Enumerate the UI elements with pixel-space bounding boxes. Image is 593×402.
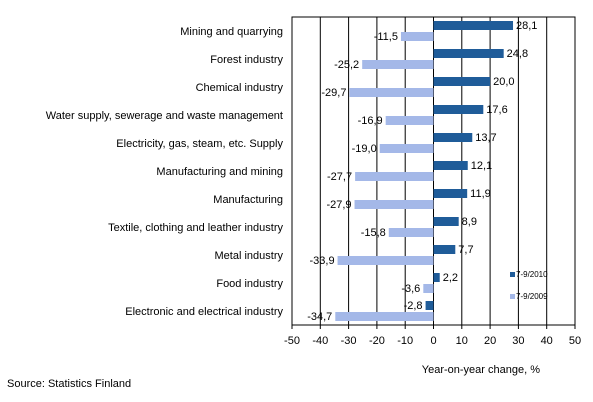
category-label: Water supply, sewerage and waste managem… (46, 110, 283, 122)
bar-2010 (433, 133, 473, 142)
bar-2010 (433, 245, 456, 254)
bar-2009 (362, 60, 434, 69)
category-labels: Mining and quarrying Forest industry Chemi… (46, 26, 284, 318)
x-tick-label: -30 (341, 335, 357, 347)
value-label-2009: -19,0 (352, 143, 377, 155)
value-label-2009: -11,5 (374, 31, 398, 43)
value-label-2009: -29,7 (321, 87, 346, 99)
bar-2009 (379, 144, 434, 153)
x-tick-label: -40 (312, 335, 328, 347)
bar-2010 (433, 21, 514, 30)
bar-2010 (433, 189, 468, 198)
value-label-2009: -27,7 (327, 171, 352, 183)
x-tick-label: -50 (284, 335, 300, 347)
bar-2010 (425, 301, 434, 310)
bar-2010 (433, 77, 491, 86)
value-label-2009: -33,9 (309, 255, 334, 267)
category-label: Manufacturing and mining (156, 166, 283, 178)
value-label-2010: 17,6 (486, 104, 507, 116)
value-label-2009: -3,6 (401, 283, 420, 295)
category-label: Manufacturing (213, 194, 283, 206)
category-label: Electronic and electrical industry (125, 306, 283, 318)
bar-2009 (385, 116, 434, 125)
value-label-2009: -16,9 (358, 115, 383, 127)
bar-2009 (337, 256, 434, 265)
category-label: Chemical industry (196, 82, 284, 94)
x-axis-title: Year-on-year change, % (422, 364, 540, 376)
category-label: Electricity, gas, steam, etc. Supply (116, 138, 283, 150)
bar-2010 (433, 105, 484, 114)
x-tick-label: 10 (456, 335, 468, 347)
value-label-2009: -34,7 (307, 311, 332, 323)
category-label: Forest industry (210, 54, 283, 66)
category-label: Textile, clothing and leather industry (108, 222, 283, 234)
legend-label: 7-9/2009 (516, 292, 548, 301)
value-label-2010: 11,9 (470, 188, 491, 200)
bar-2010 (433, 161, 468, 170)
value-labels: 28,1 -11,5 24,8 -25,2 20,0 -29,7 17,6 -16,9 13,7… (307, 20, 537, 323)
value-label-2009: -27,9 (326, 199, 351, 211)
bar-2010 (433, 49, 504, 58)
value-label-2009: -15,8 (361, 227, 386, 239)
x-tick-label: 40 (541, 335, 553, 347)
legend-swatch (510, 294, 515, 299)
x-tick-label: 0 (430, 335, 436, 347)
category-label: Mining and quarrying (180, 26, 283, 38)
bar-2010 (433, 273, 440, 282)
legend-swatch (510, 272, 515, 277)
legend: 7-9/2010 7-9/2009 (510, 270, 548, 301)
bar-2009 (423, 284, 434, 293)
value-label-2010: 20,0 (493, 76, 514, 88)
value-label-2010: 28,1 (516, 20, 537, 32)
category-label: Food industry (216, 278, 283, 290)
value-label-2010: 12,1 (471, 160, 492, 172)
x-tick-label: -10 (397, 335, 413, 347)
category-label: Metal industry (215, 250, 284, 262)
value-label-2010: 24,8 (507, 48, 528, 60)
value-label-2009: -25,2 (334, 59, 359, 71)
bars (335, 21, 514, 321)
value-label-2010: 2,2 (443, 272, 458, 284)
bar-2009 (354, 200, 434, 209)
bar-2009 (355, 172, 434, 181)
x-tick-label: 20 (484, 335, 496, 347)
bar-2010 (433, 217, 459, 226)
legend-label: 7-9/2010 (516, 270, 548, 279)
bar-2009 (349, 88, 434, 97)
x-tick-label: 50 (569, 335, 581, 347)
bar-2009 (335, 312, 434, 321)
value-label-2010: 8,9 (462, 216, 477, 228)
value-label-2010: 13,7 (475, 132, 496, 144)
source-note: Source: Statistics Finland (7, 378, 131, 390)
bar-2009 (388, 228, 434, 237)
bar-2009 (400, 32, 434, 41)
x-axis-ticks: -50 -40 -30 -20 -10 0 10 20 30 40 50 (284, 325, 581, 347)
value-label-2010: 7,7 (458, 244, 473, 256)
x-tick-label: 30 (512, 335, 524, 347)
x-tick-label: -20 (369, 335, 385, 347)
value-label-2010: -2,8 (404, 300, 423, 312)
